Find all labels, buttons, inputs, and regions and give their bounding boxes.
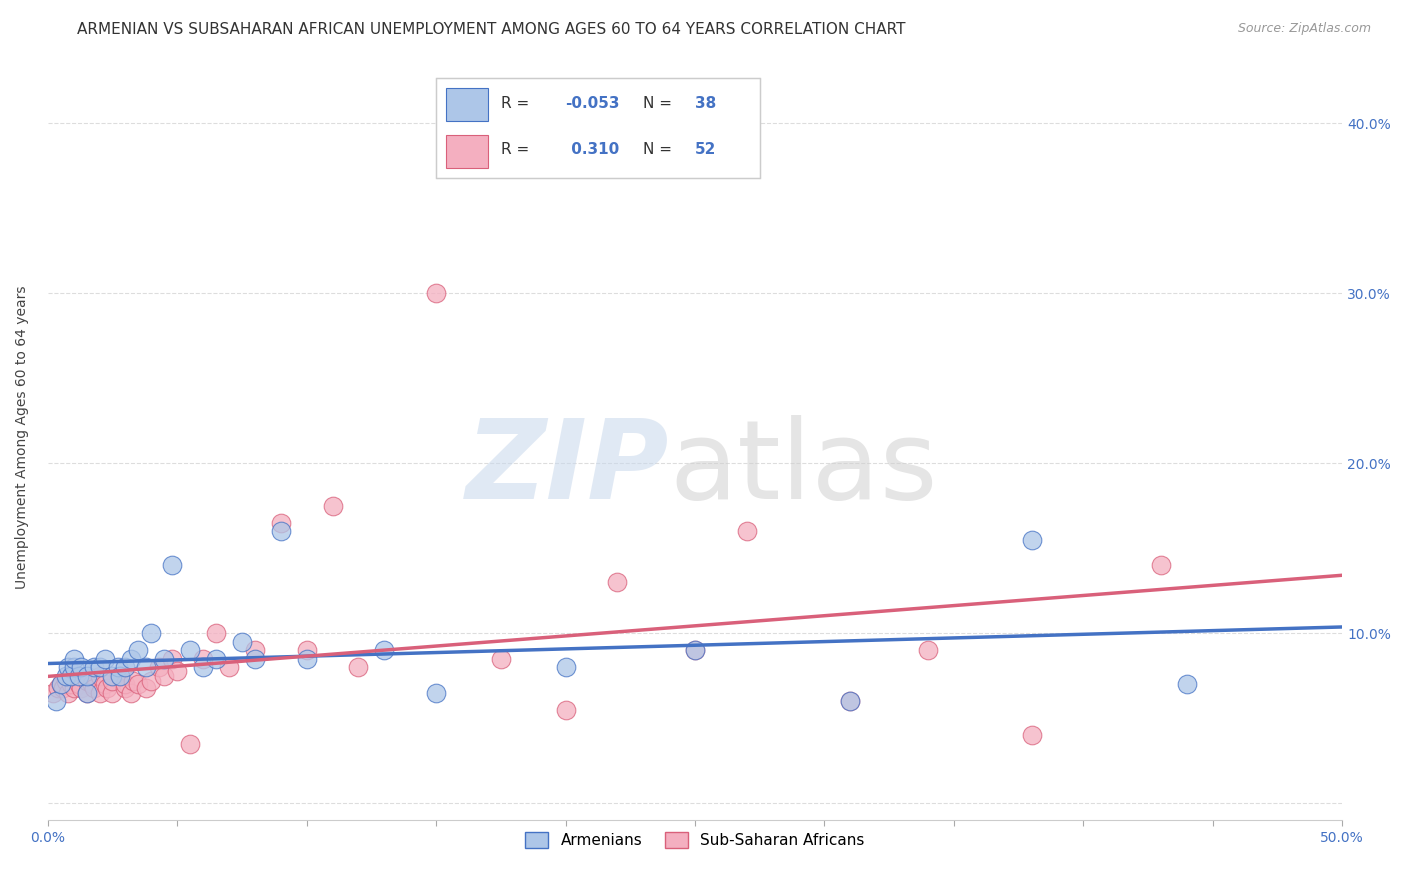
Point xyxy=(62,668,84,682)
Point xyxy=(373,643,395,657)
Point xyxy=(166,664,188,678)
Point xyxy=(114,677,136,691)
Point xyxy=(76,685,98,699)
Point xyxy=(55,668,77,682)
Y-axis label: Unemployment Among Ages 60 to 64 years: Unemployment Among Ages 60 to 64 years xyxy=(15,285,30,590)
Point xyxy=(46,681,69,695)
Point xyxy=(153,668,176,682)
Point xyxy=(127,677,149,691)
Point xyxy=(58,660,80,674)
Point xyxy=(58,685,80,699)
Point xyxy=(49,677,72,691)
Point xyxy=(127,643,149,657)
Point xyxy=(606,575,628,590)
Text: ZIP: ZIP xyxy=(465,415,669,522)
Point xyxy=(1150,558,1173,573)
Point xyxy=(60,668,83,682)
Point xyxy=(554,660,576,674)
Point xyxy=(295,643,318,657)
Text: atlas: atlas xyxy=(669,415,938,522)
Point xyxy=(93,677,115,691)
Point xyxy=(62,660,84,674)
Point xyxy=(49,677,72,691)
Point xyxy=(148,660,170,674)
Point xyxy=(295,651,318,665)
Point xyxy=(101,673,124,688)
Point xyxy=(917,643,939,657)
Legend: Armenians, Sub-Saharan Africans: Armenians, Sub-Saharan Africans xyxy=(519,826,870,855)
Point xyxy=(114,681,136,695)
Point xyxy=(42,685,65,699)
Point xyxy=(114,660,136,674)
Point xyxy=(160,651,183,665)
Point xyxy=(839,694,862,708)
Point xyxy=(270,524,292,538)
Point xyxy=(120,651,142,665)
Point xyxy=(110,668,132,682)
Point xyxy=(83,660,105,674)
Point xyxy=(270,516,292,530)
Point xyxy=(489,651,512,665)
Point xyxy=(135,681,157,695)
Point xyxy=(735,524,758,538)
Point xyxy=(191,651,214,665)
Point xyxy=(160,558,183,573)
Point xyxy=(60,677,83,691)
Point xyxy=(93,651,115,665)
Point xyxy=(67,668,90,682)
Point xyxy=(683,643,706,657)
Point xyxy=(1021,533,1043,547)
Point xyxy=(231,634,253,648)
Point xyxy=(243,651,266,665)
Point xyxy=(101,685,124,699)
Point xyxy=(425,286,447,301)
Point xyxy=(243,643,266,657)
Point xyxy=(80,677,103,691)
Point xyxy=(191,660,214,674)
Point xyxy=(135,660,157,674)
Point xyxy=(120,685,142,699)
Point xyxy=(67,677,90,691)
Point xyxy=(52,681,75,695)
Point xyxy=(76,685,98,699)
Point xyxy=(1021,728,1043,742)
Point xyxy=(179,643,201,657)
Text: ARMENIAN VS SUBSAHARAN AFRICAN UNEMPLOYMENT AMONG AGES 60 TO 64 YEARS CORRELATIO: ARMENIAN VS SUBSAHARAN AFRICAN UNEMPLOYM… xyxy=(77,22,905,37)
Point xyxy=(89,685,111,699)
Point xyxy=(44,694,66,708)
Point xyxy=(83,681,105,695)
Point xyxy=(110,668,132,682)
Point xyxy=(55,673,77,688)
Point xyxy=(70,660,93,674)
Point xyxy=(683,643,706,657)
Point xyxy=(107,660,129,674)
Point xyxy=(76,668,98,682)
Point xyxy=(70,681,93,695)
Point xyxy=(347,660,370,674)
Point xyxy=(62,651,84,665)
Point xyxy=(122,673,145,688)
Text: Source: ZipAtlas.com: Source: ZipAtlas.com xyxy=(1237,22,1371,36)
Point xyxy=(179,737,201,751)
Point xyxy=(205,626,228,640)
Point xyxy=(96,681,118,695)
Point xyxy=(1175,677,1198,691)
Point xyxy=(153,651,176,665)
Point xyxy=(141,673,163,688)
Point xyxy=(141,626,163,640)
Point xyxy=(554,703,576,717)
Point xyxy=(322,499,344,513)
Point xyxy=(89,660,111,674)
Point xyxy=(839,694,862,708)
Point xyxy=(76,673,98,688)
Point xyxy=(62,681,84,695)
Point xyxy=(425,685,447,699)
Point xyxy=(205,651,228,665)
Point xyxy=(89,668,111,682)
Point xyxy=(218,660,240,674)
Point xyxy=(101,668,124,682)
